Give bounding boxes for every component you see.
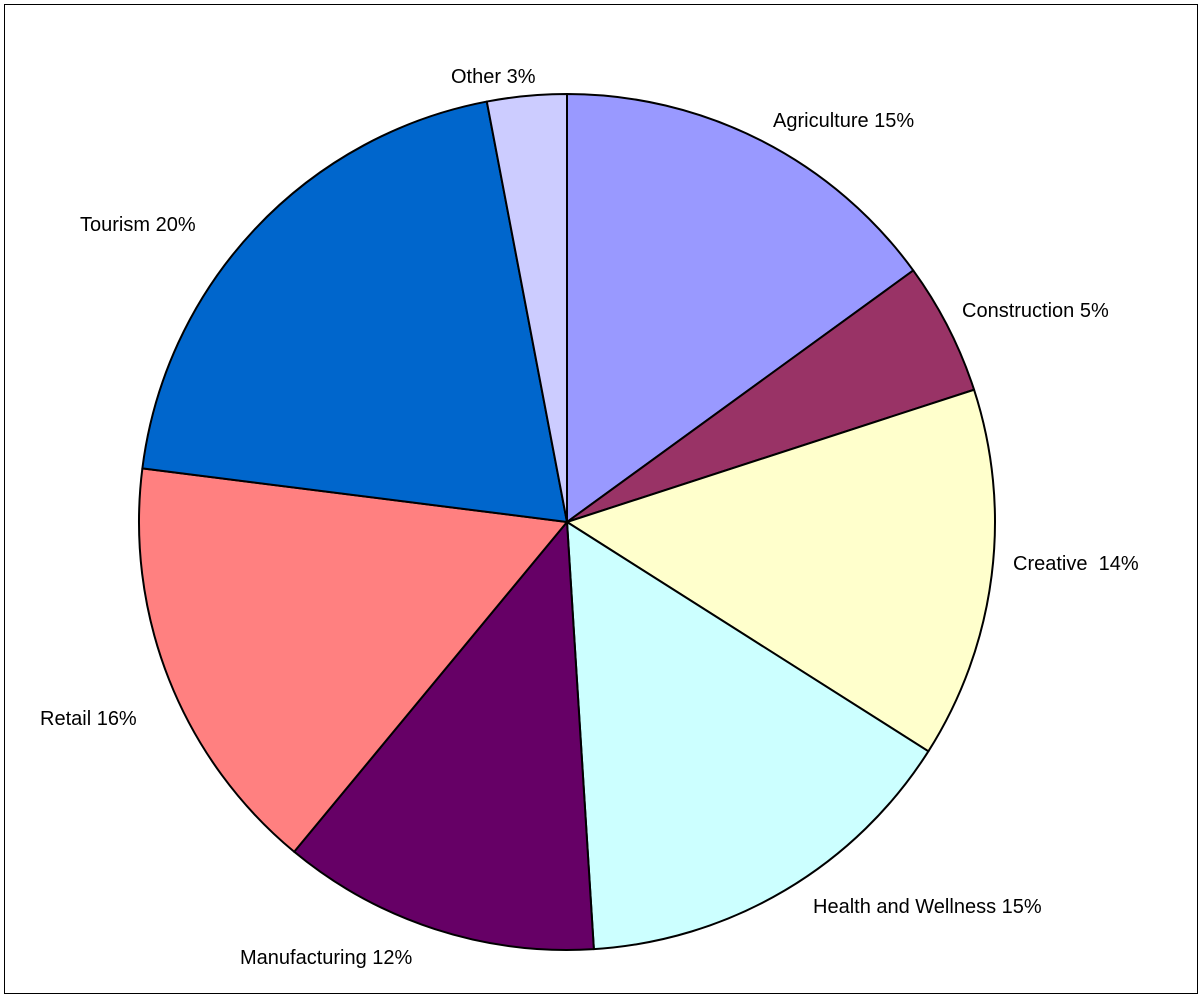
slice-label-other: Other 3% xyxy=(451,66,536,88)
slice-label-retail: Retail 16% xyxy=(40,708,137,730)
pie-slice-retail xyxy=(138,467,568,853)
slice-label-agriculture: Agriculture 15% xyxy=(773,110,914,132)
pie-slice-other xyxy=(485,93,568,523)
slice-label-creative: Creative 14% xyxy=(1013,553,1139,575)
pie-slice-agriculture xyxy=(566,93,915,523)
slice-label-construction: Construction 5% xyxy=(962,300,1109,322)
slice-label-manufacturing: Manufacturing 12% xyxy=(240,947,413,969)
pie-slice-health-and-wellness xyxy=(566,521,930,951)
pie-slice-tourism xyxy=(141,100,568,523)
pie-slice-manufacturing xyxy=(293,521,595,951)
labels-layer: Agriculture 15% Construction 5% Creative 1… xyxy=(40,66,1139,969)
slice-label-health-and-wellness: Health and Wellness 15% xyxy=(813,896,1042,918)
slices-layer xyxy=(138,93,996,951)
pie-slice-creative xyxy=(566,388,996,753)
slice-label-tourism: Tourism 20% xyxy=(80,214,196,236)
